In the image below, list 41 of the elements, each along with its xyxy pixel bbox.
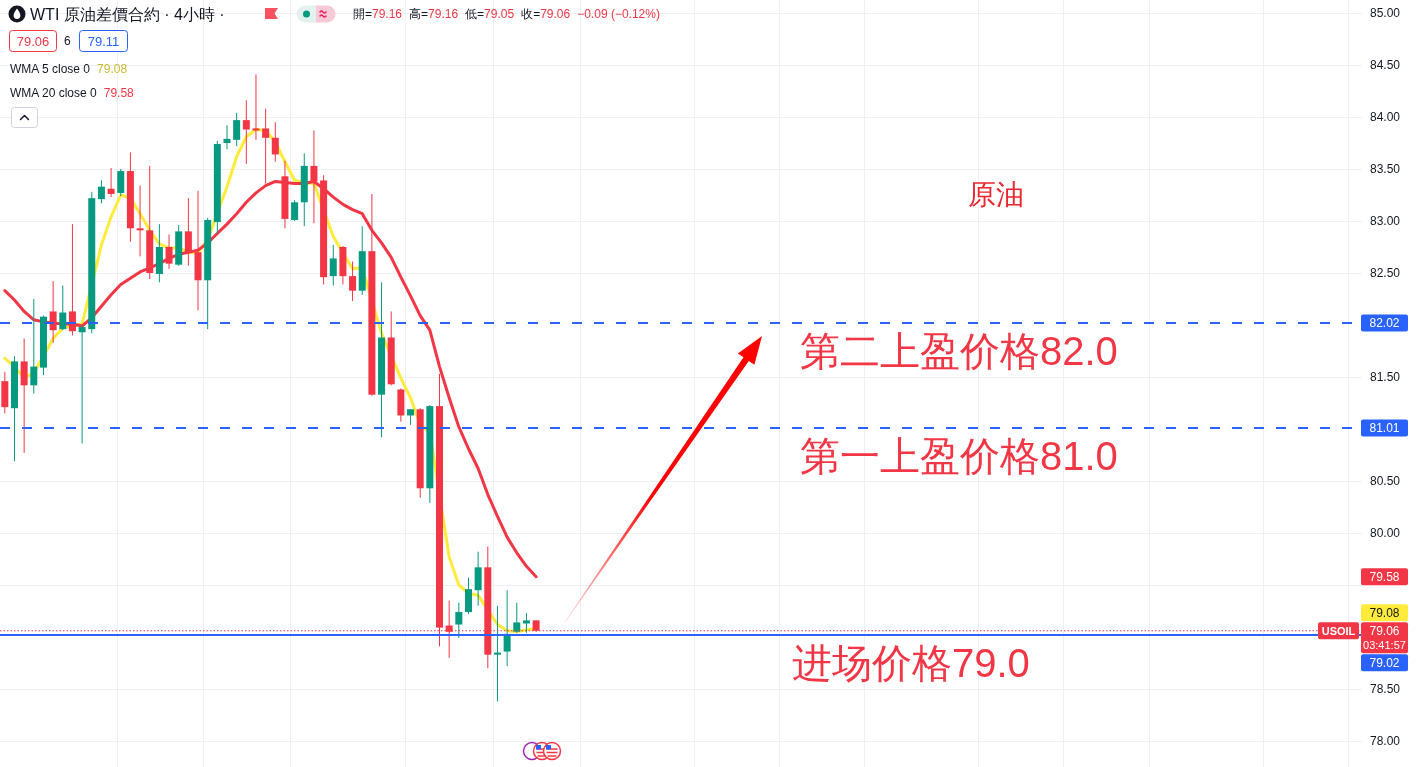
annotation: 79.11 xyxy=(87,33,120,49)
annotation: WMA 5 close 0 xyxy=(10,62,91,76)
ref-line-tag: 79.06 03:41:57 xyxy=(1361,622,1408,654)
annotation: 79.08 xyxy=(97,62,128,76)
y-tick-label: 84.00 xyxy=(1370,110,1401,124)
y-tick-label: 85.00 xyxy=(1370,6,1401,20)
y-tick-label: 81.50 xyxy=(1370,370,1401,384)
annotation: −0.09 (−0.12%) xyxy=(577,7,660,21)
annotation: 低=79.05 xyxy=(465,7,515,21)
annotation: 原油 xyxy=(968,178,1024,210)
symbol-tag: USOIL xyxy=(1318,622,1359,640)
ref-line-label: 82.02 xyxy=(1369,315,1400,330)
annotation: 6 xyxy=(64,34,71,48)
annotation: 第一上盈价格81.0 xyxy=(800,433,1118,478)
y-tick-label: 78.50 xyxy=(1370,682,1401,696)
ref-line-tag: 81.01 xyxy=(1361,419,1408,437)
ref-line-label: 79.02 xyxy=(1369,655,1400,670)
annotation: 79.06 xyxy=(16,33,50,49)
bid-price-box: 79.06 xyxy=(9,30,57,52)
annotation: 第二上盈价格82.0 xyxy=(800,328,1118,373)
ref-line-label: 79.06 xyxy=(1369,623,1400,638)
ask-price-box: 79.11 xyxy=(79,30,128,52)
ref-line-tag: 79.02 xyxy=(1361,654,1408,672)
annotation: 79.58 xyxy=(103,86,135,100)
annotation: WMA 20 close 0 xyxy=(10,86,98,100)
annotation: 收=79.06 xyxy=(521,7,571,21)
y-tick-label: 78.00 xyxy=(1370,734,1401,748)
annotation: 開=79.16 xyxy=(353,7,403,21)
chart-title: WTI 原油差價合約 · 4小時 · xyxy=(30,5,225,23)
y-tick-label: 83.50 xyxy=(1370,162,1401,176)
ref-line-tag: 82.02 xyxy=(1361,314,1408,332)
y-tick-label: 80.00 xyxy=(1370,526,1401,540)
y-tick-label: 82.50 xyxy=(1370,266,1401,280)
y-tick-label: 83.00 xyxy=(1370,214,1401,228)
annotation: 进场价格79.0 xyxy=(792,640,1030,685)
ref-line-label: 81.01 xyxy=(1369,420,1400,435)
series-last-value-tag: 79.58 xyxy=(1361,568,1408,586)
y-tick-label: 84.50 xyxy=(1370,58,1401,72)
y-tick-label: 80.50 xyxy=(1370,474,1401,488)
annotation: 高=79.16 xyxy=(409,7,459,21)
series-last-value-tag: 79.08 xyxy=(1361,604,1408,622)
